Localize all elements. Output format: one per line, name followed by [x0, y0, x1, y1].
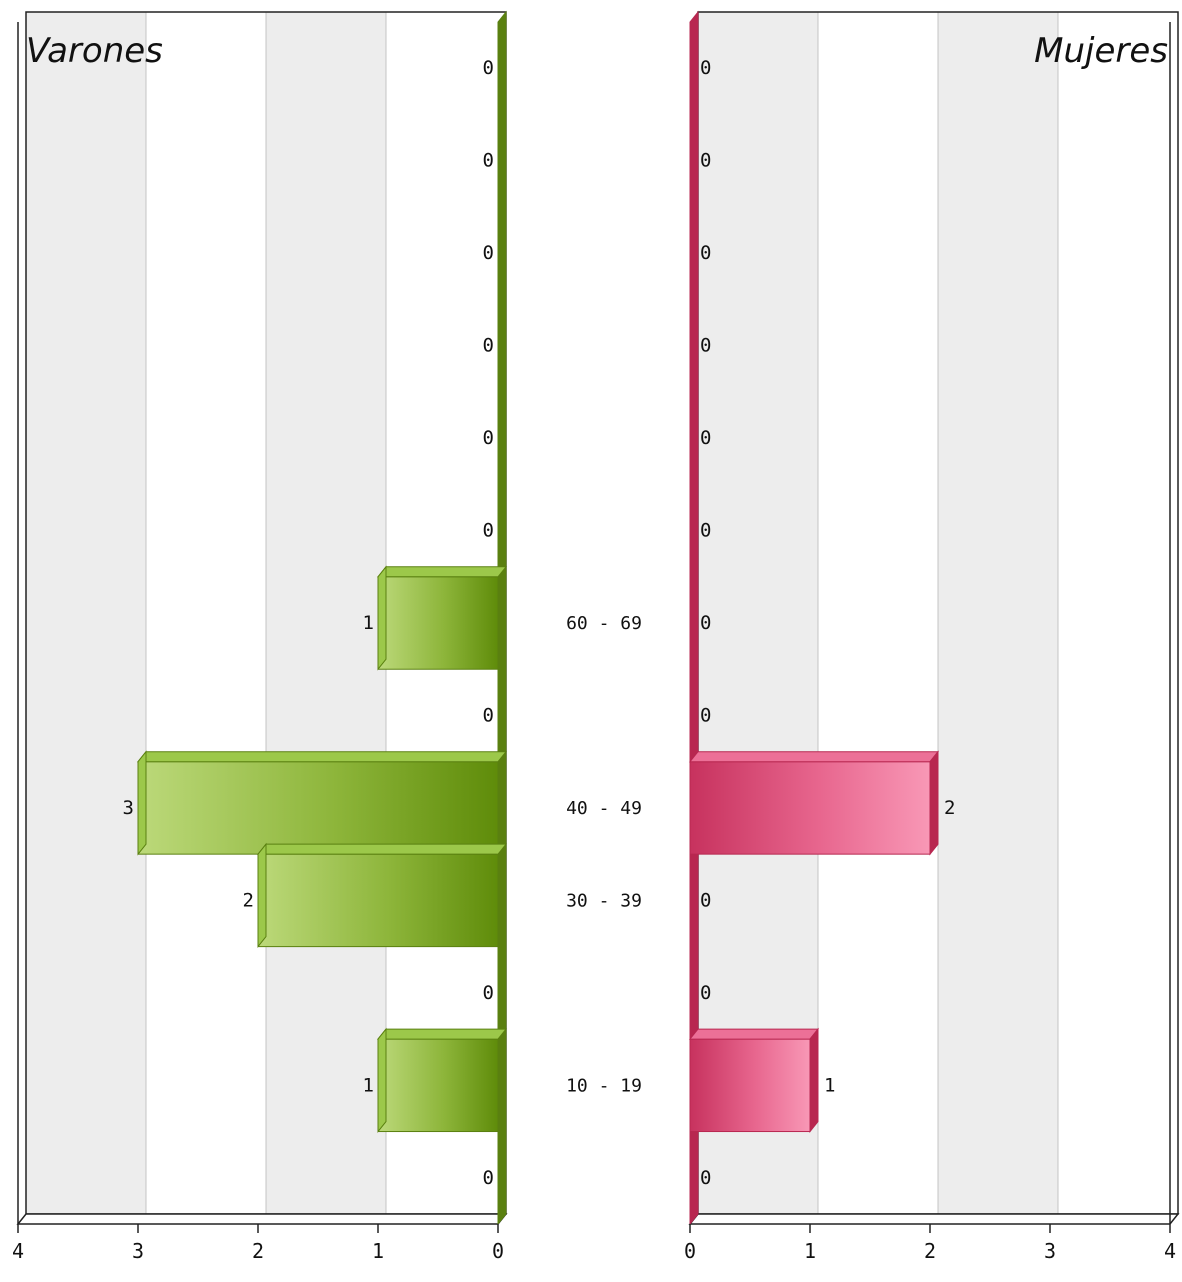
mujeres-floor: [688, 1213, 1180, 1225]
varones-value-label: 0: [483, 982, 494, 1004]
varones-tick-label: 0: [492, 1239, 504, 1263]
mujeres-value-label: 0: [700, 704, 711, 726]
mujeres-tick-label: 0: [684, 1239, 696, 1263]
mujeres-tick-label: 1: [804, 1239, 816, 1263]
varones-bar-end: [377, 565, 387, 671]
category-labels: 60 - 69 40 - 49 30 - 39 10 - 19: [566, 613, 642, 1096]
varones-bar-end: [257, 842, 267, 949]
varones-value-label: 0: [483, 335, 494, 357]
category-label: 30 - 39: [566, 890, 642, 911]
mujeres-value-label: 0: [700, 889, 711, 911]
mujeres-value-label: 2: [944, 797, 955, 819]
varones-panel: 0 1 2 3 4 0 0 0 0 0 0 1 0 3 2 0 1 0: [12, 10, 508, 1263]
mujeres-grid-band: [698, 12, 818, 1214]
mujeres-tick-label: 4: [1164, 1239, 1176, 1263]
varones-value-label: 0: [483, 57, 494, 79]
varones-tick-label: 4: [12, 1239, 24, 1263]
varones-bar-top: [256, 843, 508, 855]
varones-grid-band: [26, 12, 146, 1214]
mujeres-bar-end: [929, 750, 939, 856]
mujeres-tick-label: 2: [924, 1239, 936, 1263]
varones-value-label: 1: [363, 1074, 374, 1096]
varones-value-label: 1: [363, 612, 374, 634]
varones-value-label: 2: [243, 889, 254, 911]
varones-floor: [16, 1213, 508, 1225]
varones-bar: [257, 853, 499, 948]
mujeres-grid-band: [1058, 12, 1178, 1214]
left-panel-title: Varones: [26, 31, 163, 71]
varones-value-label: 0: [483, 242, 494, 264]
varones-bar: [377, 1038, 499, 1133]
varones-grid-band: [146, 12, 266, 1214]
mujeres-bar-top: [688, 751, 940, 763]
varones-bar-top: [376, 1028, 508, 1040]
varones-grid-band: [266, 12, 386, 1214]
mujeres-grid-band: [818, 12, 938, 1214]
mujeres-value-label: 0: [700, 612, 711, 634]
varones-value-label: 0: [483, 150, 494, 172]
mujeres-value-label: 1: [824, 1074, 835, 1096]
mujeres-value-label: 0: [700, 1167, 711, 1189]
mujeres-value-label: 0: [700, 242, 711, 264]
varones-axis-wall: [497, 10, 507, 1226]
category-label: 60 - 69: [566, 613, 642, 634]
mujeres-panel: 0 1 2 3 4 0 0 0 0 0 0 0 0 2 0 0 1 0: [684, 10, 1180, 1263]
mujeres-bar-top: [688, 1028, 820, 1040]
varones-value-label: 0: [483, 1167, 494, 1189]
varones-tick-label: 2: [252, 1239, 264, 1263]
mujeres-tick-label: 3: [1044, 1239, 1056, 1263]
varones-value-label: 0: [483, 704, 494, 726]
varones-bar: [137, 761, 499, 855]
varones-bar: [377, 576, 499, 670]
varones-value-label: 0: [483, 520, 494, 542]
mujeres-value-label: 0: [700, 150, 711, 172]
varones-tick-label: 1: [372, 1239, 384, 1263]
mujeres-bar: [689, 1038, 811, 1133]
varones-value-label: 3: [123, 797, 134, 819]
varones-value-label: 0: [483, 427, 494, 449]
varones-bar-top: [136, 751, 508, 763]
mujeres-bar-end: [809, 1027, 819, 1133]
category-label: 40 - 49: [566, 798, 642, 819]
mujeres-value-label: 0: [700, 335, 711, 357]
mujeres-value-label: 0: [700, 57, 711, 79]
varones-bar-end: [137, 750, 147, 856]
varones-tick-label: 3: [132, 1239, 144, 1263]
mujeres-grid-band: [938, 12, 1058, 1214]
right-panel-title: Mujeres: [1034, 31, 1168, 71]
mujeres-value-label: 0: [700, 520, 711, 542]
varones-bar-end: [377, 1027, 387, 1133]
category-label: 10 - 19: [566, 1075, 642, 1096]
varones-bar-top: [376, 566, 508, 578]
mujeres-value-label: 0: [700, 427, 711, 449]
mujeres-bar: [689, 761, 931, 855]
mujeres-value-label: 0: [700, 982, 711, 1004]
